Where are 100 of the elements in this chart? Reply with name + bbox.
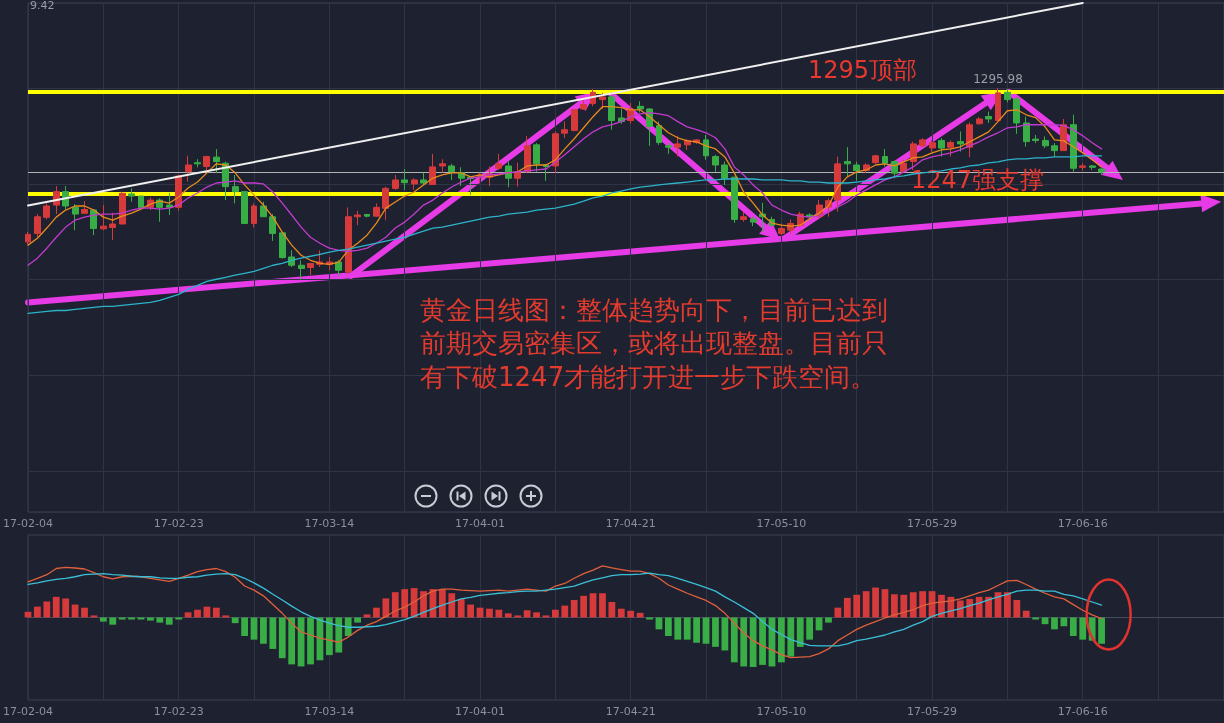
bar (62, 598, 70, 618)
candlestick (938, 137, 945, 158)
candlestick (81, 200, 88, 215)
candlestick (533, 142, 540, 173)
candlestick (203, 155, 210, 171)
candlestick (1051, 142, 1058, 158)
bar (627, 610, 635, 618)
candlestick (354, 210, 361, 226)
candlestick (844, 146, 851, 178)
candlestick (128, 187, 135, 203)
bar (815, 617, 823, 631)
bar (495, 609, 503, 618)
x-tick-label: 17-03-14 (304, 517, 355, 530)
bar (664, 617, 672, 637)
bar (721, 617, 729, 651)
bar (99, 617, 107, 622)
ref-line-label: 1295顶部 (807, 55, 917, 84)
candlestick (571, 108, 578, 132)
bar (1098, 617, 1105, 644)
bar (354, 617, 361, 623)
candlestick (656, 120, 662, 146)
bar (1051, 617, 1058, 630)
text: 黄金日线图：整体趋势向下，目前已达到前期交易密集区，或将出现整盘。目前只有下破1247才能打开进一步下跌空间。 (420, 294, 888, 392)
bar (1060, 617, 1068, 627)
x-tick-label: 17-04-01 (455, 705, 505, 718)
bar (617, 608, 625, 618)
candlestick (750, 215, 757, 227)
candlestick (1042, 135, 1049, 149)
bar (325, 617, 333, 656)
bar (194, 609, 201, 618)
bar (683, 617, 691, 640)
x-tick-label: 17-02-04 (3, 705, 53, 718)
candlestick (251, 202, 257, 228)
candlestick (608, 91, 615, 131)
candlestick (637, 100, 644, 113)
candlestick (976, 116, 983, 126)
bar (834, 607, 842, 618)
candlestick (420, 172, 427, 186)
candlestick (721, 161, 728, 186)
bar (655, 617, 663, 630)
candlestick (910, 141, 917, 171)
candlestick (957, 130, 964, 153)
candlestick (194, 158, 201, 168)
candlestick (580, 99, 587, 111)
bar (580, 595, 588, 618)
bar (175, 617, 183, 620)
bar (853, 594, 861, 618)
bar (486, 608, 493, 618)
candlestick (853, 161, 860, 182)
bar (909, 592, 917, 618)
bar (1022, 610, 1030, 618)
candlestick (382, 186, 389, 221)
bar (778, 617, 785, 663)
candlestick (100, 204, 107, 231)
bar (608, 602, 616, 618)
bar (128, 617, 135, 620)
candlestick (674, 135, 681, 158)
bar (222, 615, 230, 618)
bar (740, 617, 748, 667)
bar (382, 598, 390, 618)
bar (307, 617, 314, 665)
candlestick (712, 154, 719, 173)
candlestick (1089, 164, 1096, 171)
x-tick-label: 17-06-16 (1057, 517, 1108, 530)
candlestick (703, 134, 709, 161)
candlestick (665, 142, 672, 155)
bar (212, 607, 220, 618)
bar (147, 617, 154, 621)
bar (787, 617, 795, 657)
bar (52, 596, 60, 618)
candlestick (298, 259, 305, 281)
bar (231, 617, 239, 624)
candlestick (72, 203, 79, 231)
candlestick (232, 174, 239, 204)
candlestick (411, 177, 418, 191)
annotation: 1295.98 (973, 71, 1023, 86)
bar (523, 610, 531, 618)
candlestick (543, 163, 549, 182)
bar (137, 617, 145, 620)
x-tick-label: 17-05-10 (756, 517, 807, 530)
bar (1079, 617, 1087, 640)
x-tick-label: 17-02-04 (3, 517, 53, 530)
candlestick (439, 158, 446, 174)
bar (1004, 592, 1011, 618)
candlestick (166, 192, 173, 216)
candlestick (919, 137, 926, 148)
bar (749, 617, 757, 667)
candlestick (1013, 96, 1020, 135)
candlestick (599, 92, 606, 110)
bar (156, 617, 164, 623)
bar (373, 607, 380, 618)
candlestick (429, 153, 436, 186)
bar (391, 592, 399, 618)
bar (636, 612, 644, 618)
candlestick (279, 232, 286, 260)
bar (712, 617, 719, 647)
bar (956, 600, 964, 618)
bar (269, 617, 277, 649)
bar (900, 594, 908, 618)
bar (250, 617, 258, 640)
